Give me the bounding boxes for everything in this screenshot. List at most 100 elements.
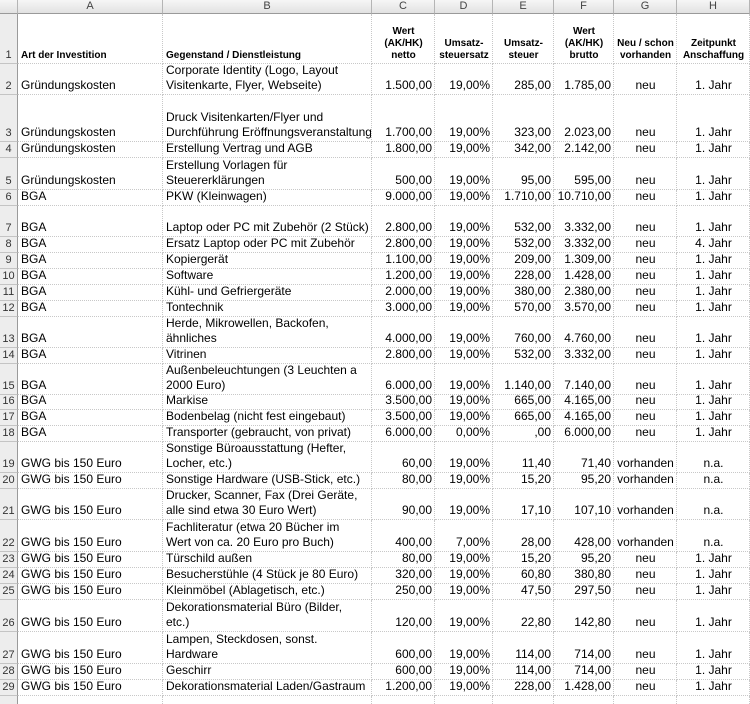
cell[interactable]: GWG bis 150 Euro	[18, 568, 163, 584]
cell[interactable]: 19,00%	[435, 632, 493, 664]
cell[interactable]: 209,00	[493, 253, 554, 269]
cell[interactable]: Gründungskosten	[18, 142, 163, 158]
cell[interactable]: neu	[614, 95, 677, 142]
cell[interactable]: GWG bis 150 Euro	[18, 600, 163, 632]
row-header[interactable]: 1	[0, 14, 18, 64]
cell[interactable]	[435, 696, 493, 704]
cell[interactable]: BGA	[18, 348, 163, 364]
cell[interactable]	[18, 696, 163, 704]
cell[interactable]: 9.000,00	[372, 190, 435, 206]
cell[interactable]: Erstellung Vertrag und AGB	[163, 142, 372, 158]
cell[interactable]: neu	[614, 158, 677, 190]
cell[interactable]: Drucker, Scanner, Fax (Drei Geräte, alle…	[163, 489, 372, 520]
cell[interactable]: 1. Jahr	[677, 364, 750, 395]
cell[interactable]: 532,00	[493, 348, 554, 364]
cell[interactable]: 19,00%	[435, 206, 493, 237]
cell[interactable]: 1. Jahr	[677, 285, 750, 301]
cell[interactable]: GWG bis 150 Euro	[18, 473, 163, 489]
cell[interactable]: Software	[163, 269, 372, 285]
cell[interactable]: GWG bis 150 Euro	[18, 489, 163, 520]
cell[interactable]: 19,00%	[435, 680, 493, 696]
cell[interactable]: BGA	[18, 301, 163, 317]
row-header[interactable]: 4	[0, 142, 18, 158]
row-header[interactable]: 6	[0, 190, 18, 206]
cell[interactable]: neu	[614, 584, 677, 600]
cell[interactable]: 107,10	[554, 489, 614, 520]
cell[interactable]: Tontechnik	[163, 301, 372, 317]
cell[interactable]: 1. Jahr	[677, 301, 750, 317]
header-cell[interactable]: Wert (AK/HK) netto	[372, 14, 435, 64]
cell[interactable]: 1.428,00	[554, 269, 614, 285]
cell[interactable]: 3.332,00	[554, 348, 614, 364]
row-header[interactable]: 20	[0, 473, 18, 489]
cell[interactable]: neu	[614, 253, 677, 269]
cell[interactable]	[493, 696, 554, 704]
cell[interactable]: 595,00	[554, 158, 614, 190]
cell[interactable]: 400,00	[372, 520, 435, 552]
cell[interactable]: 532,00	[493, 237, 554, 253]
cell[interactable]: neu	[614, 64, 677, 95]
cell[interactable]: 1. Jahr	[677, 317, 750, 348]
cell[interactable]: 28,00	[493, 520, 554, 552]
row-header[interactable]: 5	[0, 158, 18, 190]
cell[interactable]: Bodenbelag (nicht fest eingebaut)	[163, 410, 372, 426]
cell[interactable]: 1. Jahr	[677, 190, 750, 206]
column-header[interactable]: A	[18, 0, 163, 14]
row-header[interactable]: 2	[0, 64, 18, 95]
cell[interactable]: 600,00	[372, 632, 435, 664]
cell[interactable]: 80,00	[372, 473, 435, 489]
cell[interactable]: 19,00%	[435, 317, 493, 348]
cell[interactable]: 1.140,00	[493, 364, 554, 395]
cell[interactable]: 19,00%	[435, 442, 493, 473]
cell[interactable]: 1. Jahr	[677, 664, 750, 680]
cell[interactable]: GWG bis 150 Euro	[18, 520, 163, 552]
cell[interactable]: neu	[614, 364, 677, 395]
cell[interactable]: 2.800,00	[372, 206, 435, 237]
row-header[interactable]: 24	[0, 568, 18, 584]
cell[interactable]: 19,00%	[435, 237, 493, 253]
row-header[interactable]: 27	[0, 632, 18, 664]
cell[interactable]: 19,00%	[435, 410, 493, 426]
cell[interactable]: 3.332,00	[554, 206, 614, 237]
row-header[interactable]: 3	[0, 95, 18, 142]
cell[interactable]: 19,00%	[435, 190, 493, 206]
cell[interactable]: 6.000,00	[554, 426, 614, 442]
cell[interactable]: 19,00%	[435, 473, 493, 489]
cell[interactable]: n.a.	[677, 442, 750, 473]
cell[interactable]: 142,80	[554, 600, 614, 632]
cell[interactable]: 228,00	[493, 269, 554, 285]
cell[interactable]: 4. Jahr	[677, 237, 750, 253]
row-header[interactable]: 13	[0, 317, 18, 348]
cell[interactable]: n.a.	[677, 489, 750, 520]
cell[interactable]: 4.000,00	[372, 317, 435, 348]
cell[interactable]: 60,00	[372, 442, 435, 473]
cell[interactable]: 19,00%	[435, 584, 493, 600]
cell[interactable]: neu	[614, 680, 677, 696]
cell[interactable]: 22,80	[493, 600, 554, 632]
header-cell[interactable]: Umsatz- steuersatz	[435, 14, 493, 64]
cell[interactable]: 600,00	[372, 664, 435, 680]
row-header[interactable]: 10	[0, 269, 18, 285]
cell[interactable]: BGA	[18, 206, 163, 237]
cell[interactable]: 2.000,00	[372, 285, 435, 301]
cell[interactable]: Gründungskosten	[18, 64, 163, 95]
cell[interactable]: BGA	[18, 253, 163, 269]
cell[interactable]: 19,00%	[435, 142, 493, 158]
cell[interactable]: 95,20	[554, 473, 614, 489]
cell[interactable]: 95,00	[493, 158, 554, 190]
cell[interactable]: Kühl- und Gefriergeräte	[163, 285, 372, 301]
cell[interactable]: neu	[614, 632, 677, 664]
cell[interactable]: 1.500,00	[372, 64, 435, 95]
cell[interactable]: GWG bis 150 Euro	[18, 442, 163, 473]
cell[interactable]: 17,10	[493, 489, 554, 520]
cell[interactable]: neu	[614, 395, 677, 410]
cell[interactable]: neu	[614, 285, 677, 301]
cell[interactable]: 428,00	[554, 520, 614, 552]
cell[interactable]: neu	[614, 600, 677, 632]
cell[interactable]: neu	[614, 301, 677, 317]
cell[interactable]: 19,00%	[435, 269, 493, 285]
cell[interactable]: 3.500,00	[372, 395, 435, 410]
row-header[interactable]	[0, 696, 18, 704]
cell[interactable]: 285,00	[493, 64, 554, 95]
cell[interactable]: Markise	[163, 395, 372, 410]
